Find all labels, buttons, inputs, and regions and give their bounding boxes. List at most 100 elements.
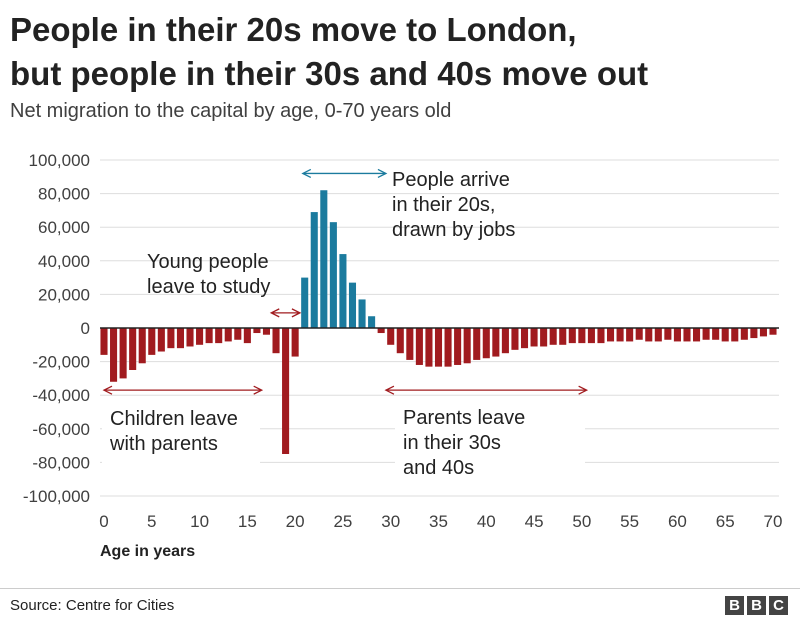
bar: [253, 328, 261, 334]
x-tick-label: 55: [620, 512, 639, 531]
x-tick-label: 15: [238, 512, 257, 531]
bar: [215, 328, 223, 344]
x-tick-label: 60: [668, 512, 687, 531]
bar: [568, 328, 576, 344]
bar: [415, 328, 423, 365]
bar: [750, 328, 758, 339]
x-tick-label: 25: [333, 512, 352, 531]
bar: [157, 328, 165, 352]
arrowhead-right-children: [253, 385, 264, 395]
chart-subtitle: Net migration to the capital by age, 0-7…: [10, 100, 452, 122]
bar: [702, 328, 710, 340]
chart-title-line-2: but people in their 30s and 40s move out: [10, 55, 649, 92]
bar: [100, 328, 108, 355]
bar: [463, 328, 471, 364]
annotation-text-parents: and 40s: [403, 457, 474, 479]
bar: [444, 328, 452, 367]
annotation-text-parents: in their 30s: [403, 432, 501, 454]
bar: [587, 328, 595, 344]
bar: [138, 328, 146, 364]
bar: [358, 299, 366, 328]
bar: [693, 328, 701, 342]
annotation-text-study: leave to study: [147, 276, 270, 298]
logo-letter-3: C: [769, 596, 788, 615]
bar: [683, 328, 691, 342]
bar: [559, 328, 567, 345]
bar: [196, 328, 204, 345]
bar: [434, 328, 443, 367]
arrowhead-left-parents: [384, 385, 395, 395]
bar: [282, 328, 290, 454]
bar: [549, 328, 557, 345]
bar: [769, 328, 777, 335]
bar: [205, 328, 213, 344]
bar: [731, 328, 739, 342]
bar: [721, 328, 729, 342]
x-tick-label: 70: [764, 512, 783, 531]
logo-letter-1: B: [725, 596, 744, 615]
annotation-backdrop-parents: [395, 402, 585, 487]
x-tick-label: 10: [190, 512, 209, 531]
y-tick-label: -100,000: [23, 487, 90, 506]
bar: [110, 328, 118, 382]
bar: [626, 328, 634, 342]
bar: [540, 328, 548, 347]
bar: [597, 328, 605, 344]
bar: [262, 328, 271, 335]
y-tick-label: 40,000: [38, 252, 90, 271]
annotation-text-children: Children leave: [110, 408, 238, 430]
bar: [224, 328, 232, 342]
y-tick-label: -40,000: [32, 386, 90, 405]
x-tick-label: 50: [572, 512, 591, 531]
logo-letter-2: B: [747, 596, 766, 615]
bar: [482, 328, 490, 359]
bar: [148, 328, 156, 355]
y-tick-label: -80,000: [32, 453, 90, 472]
bar: [320, 190, 328, 328]
source-note: Source: Centre for Cities: [10, 597, 175, 614]
bar: [712, 328, 720, 340]
bar: [176, 328, 184, 349]
x-tick-label: 0: [99, 512, 108, 531]
bar: [291, 328, 299, 357]
bar: [234, 328, 242, 340]
arrowhead-right-parents: [578, 385, 589, 395]
bar: [492, 328, 500, 357]
bar: [272, 328, 280, 354]
annotation-text-study: Young people: [147, 251, 269, 273]
bar: [664, 328, 672, 340]
bar: [616, 328, 624, 342]
y-tick-label: 20,000: [38, 285, 90, 304]
bar: [606, 328, 615, 342]
bar: [167, 328, 175, 349]
chart-title-line-1: People in their 20s move to London,: [10, 11, 577, 48]
annotation-text-children: with parents: [109, 433, 218, 455]
bar: [310, 212, 318, 328]
annotation-text-parents: Parents leave: [403, 407, 525, 429]
y-tick-label: 80,000: [38, 185, 90, 204]
bar: [654, 328, 662, 342]
footer-divider: [0, 588, 800, 589]
bar-chart: 100,000 80,000 60,000 40,000 20,000 0 -20,000 -…: [23, 151, 783, 560]
bar: [425, 328, 433, 367]
bar: [368, 316, 376, 328]
bar: [129, 328, 137, 370]
x-axis-label: Age in years: [100, 543, 195, 560]
y-tick-label: 60,000: [38, 218, 90, 237]
y-tick-label: 100,000: [29, 151, 90, 170]
bar: [119, 328, 127, 379]
bar: [186, 328, 194, 347]
bar: [530, 328, 538, 347]
annotation-text-arrive: in their 20s,: [392, 194, 495, 216]
bar: [301, 277, 309, 328]
bar: [578, 328, 586, 344]
bar: [243, 328, 251, 344]
bar: [673, 328, 681, 342]
bar: [645, 328, 653, 342]
x-tick-label: 65: [716, 512, 735, 531]
bar: [377, 328, 385, 334]
x-tick-label: 40: [477, 512, 496, 531]
x-tick-label: 20: [286, 512, 305, 531]
x-tick-label: 35: [429, 512, 448, 531]
bar: [501, 328, 509, 354]
